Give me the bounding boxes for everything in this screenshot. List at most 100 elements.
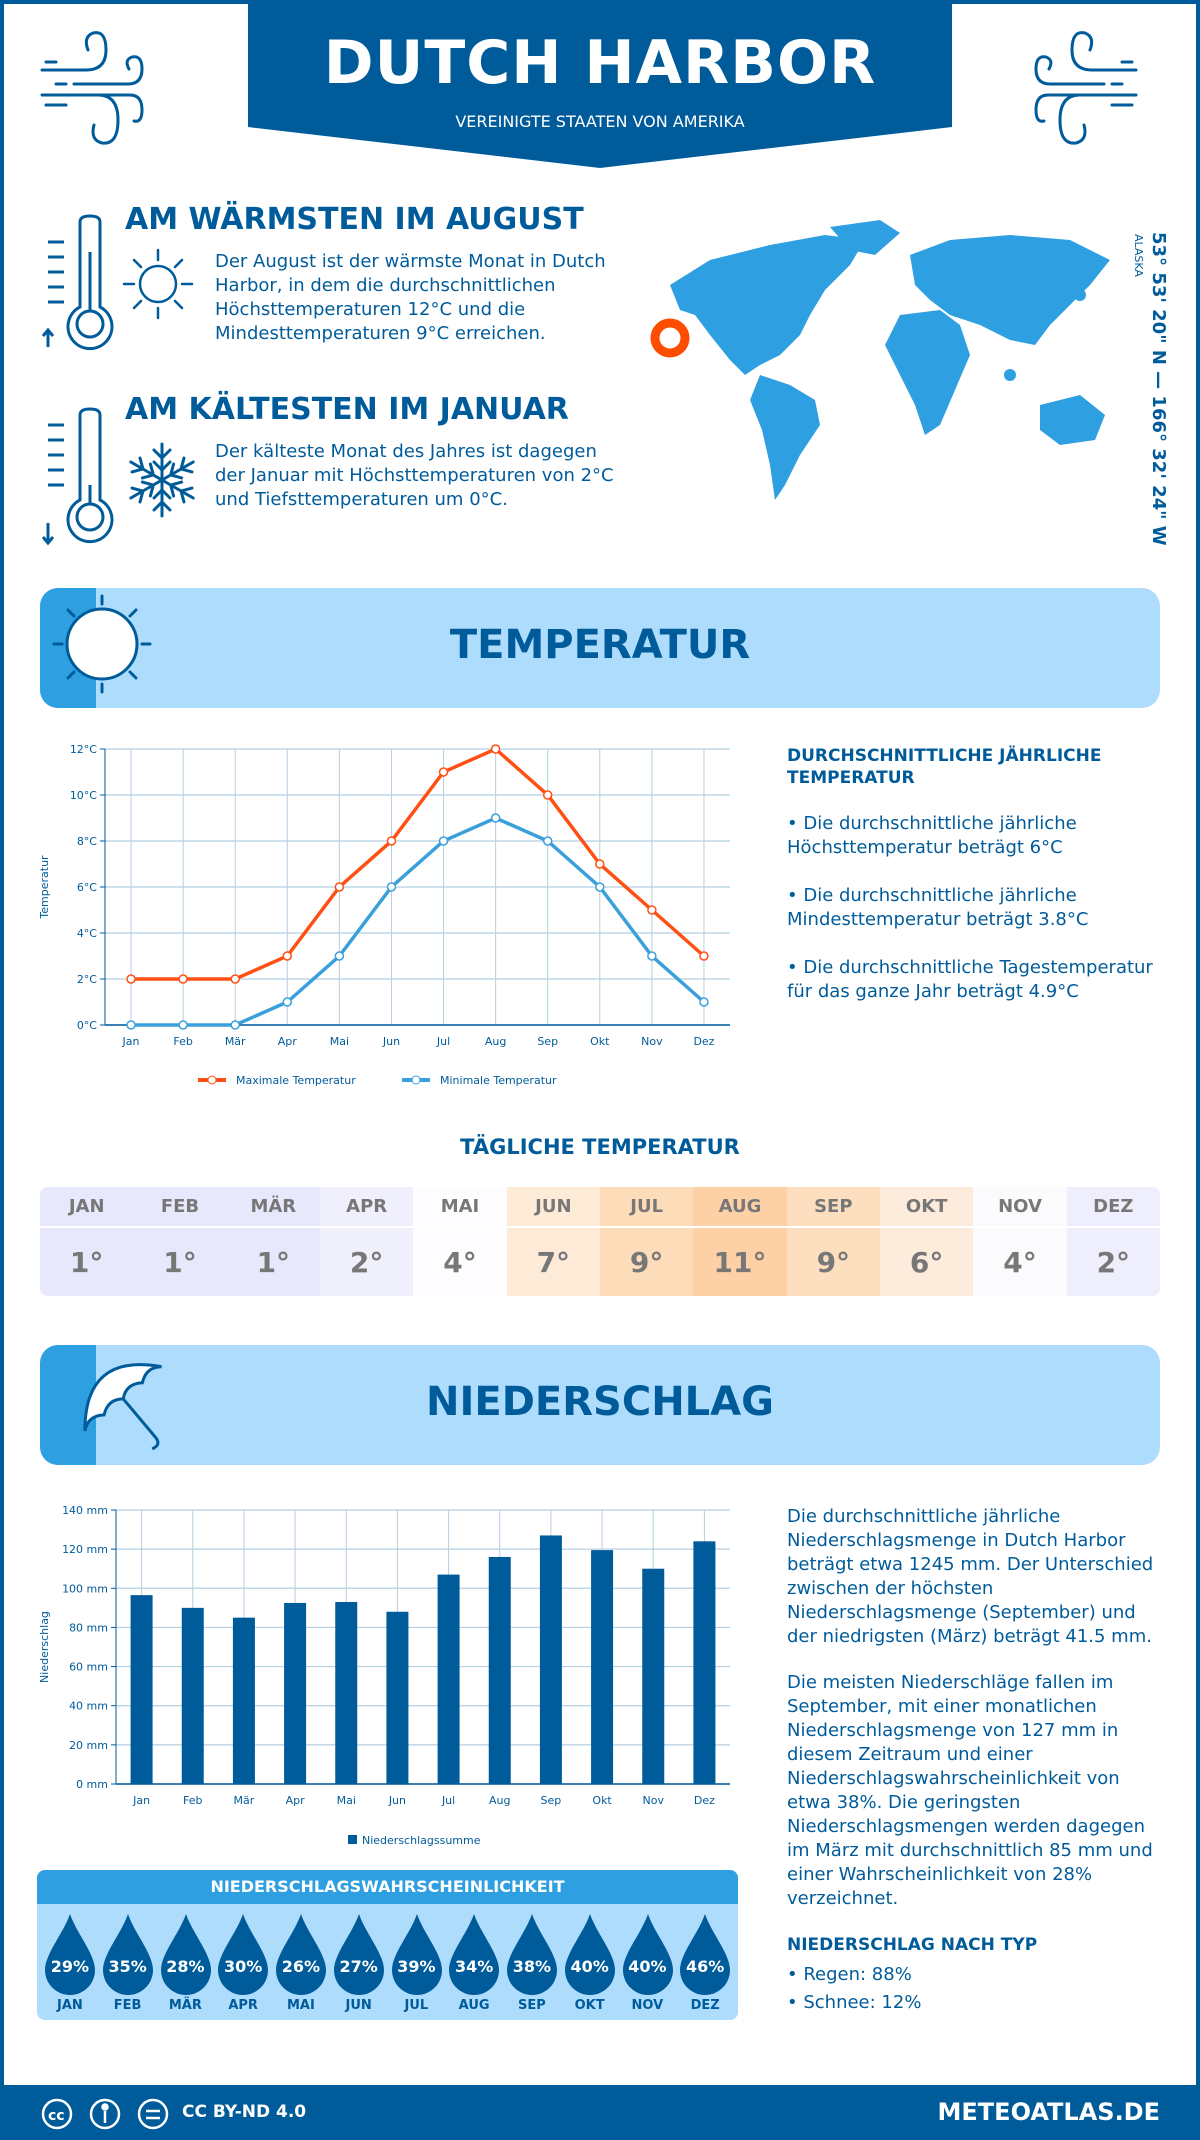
probability-drop: 28% MÄR — [157, 1904, 215, 2020]
daily-value: 2° — [349, 1245, 384, 1279]
probability-drop: 46% DEZ — [676, 1904, 734, 2020]
data-point — [282, 951, 293, 961]
bar — [437, 1574, 460, 1784]
raindrop-icon — [391, 1914, 442, 1995]
probability-value: 46% — [685, 1957, 725, 1976]
bar — [591, 1550, 614, 1784]
annual-temp-bullet: Höchsttemperatur beträgt 6°C — [787, 837, 1063, 858]
title-banner — [248, 0, 952, 168]
data-point — [334, 882, 345, 892]
precip-text-line: September, mit einer monatlichen — [787, 1696, 1097, 1717]
daily-value: 11° — [713, 1245, 767, 1279]
bar — [181, 1607, 204, 1784]
daily-temp-column: AUG 11° — [693, 1187, 787, 1296]
precip-text-line: der niedrigsten (März) beträgt 41.5 mm. — [787, 1626, 1152, 1647]
bar — [130, 1595, 153, 1784]
wind-icon-left — [40, 31, 144, 145]
bar — [386, 1611, 409, 1784]
daily-value: 1° — [69, 1245, 104, 1279]
bar — [284, 1602, 307, 1784]
data-point — [699, 951, 709, 961]
data-point — [126, 1020, 136, 1030]
x-tick-label: Nov — [643, 1794, 665, 1807]
coordinates: 53° 53' 20" N — 166° 32' 24" W — [1148, 232, 1169, 546]
annual-temp-bullet: Mindesttemperatur beträgt 3.8°C — [787, 909, 1089, 930]
warmest-text-line: Mindesttemperaturen 9°C erreichen. — [215, 323, 546, 344]
probability-month: NOV — [631, 1998, 664, 2013]
site-link[interactable]: METEOATLAS.DE — [937, 2098, 1160, 2126]
probability-drop: 34% AUG — [445, 1904, 503, 2020]
daily-month: DEZ — [1066, 1187, 1160, 1228]
probability-value: 26% — [281, 1957, 321, 1976]
probability-month: MÄR — [168, 1998, 202, 2013]
data-point — [490, 744, 501, 754]
wind-icon-right — [1034, 31, 1138, 145]
daily-value: 6° — [909, 1245, 944, 1279]
probability-value: 27% — [339, 1957, 378, 1976]
daily-value: 9° — [629, 1245, 664, 1279]
daily-month: FEB — [133, 1187, 227, 1228]
probability-value: 28% — [166, 1957, 205, 1976]
legend-marker — [207, 1075, 217, 1085]
daily-value: 2° — [1096, 1245, 1131, 1279]
data-point — [595, 882, 605, 892]
probability-value: 35% — [108, 1957, 147, 1976]
probability-value: 40% — [628, 1957, 667, 1976]
x-tick-label: Jan — [132, 1794, 150, 1807]
probability-value: 30% — [223, 1957, 263, 1976]
annual-temp-bullet: • Die durchschnittliche jährliche — [787, 813, 1077, 834]
snowflake-icon — [129, 442, 195, 518]
x-tick-label: Dez — [693, 1035, 714, 1048]
precip-text-line: diesem Zeitraum und einer — [787, 1744, 1033, 1765]
daily-month: JAN — [40, 1187, 134, 1228]
umbrella-icon — [83, 1363, 162, 1451]
x-tick-label: Feb — [173, 1035, 192, 1048]
probability-month: JUL — [404, 1998, 429, 2013]
x-tick-label: Aug — [489, 1794, 510, 1807]
raindrop-icon — [333, 1914, 384, 1995]
legend-label: Niederschlagssumme — [362, 1834, 481, 1847]
probability-value: 38% — [512, 1957, 552, 1976]
probability-drop: 39% JUL — [388, 1904, 446, 2020]
x-tick-label: Mai — [330, 1035, 349, 1048]
daily-temp-column: MÄR 1° — [226, 1187, 320, 1296]
probability-month: JAN — [56, 1998, 83, 2013]
bar — [642, 1568, 665, 1784]
daily-temp-title: TÄGLICHE TEMPERATUR — [460, 1135, 740, 1159]
y-tick-label: 40 mm — [69, 1700, 108, 1713]
raindrop-icon — [507, 1914, 557, 1995]
data-point — [386, 836, 397, 846]
probability-drop: 29% JAN — [41, 1904, 99, 2020]
probability-value: 34% — [454, 1957, 494, 1976]
daily-month: MÄR — [226, 1187, 320, 1228]
bar — [539, 1535, 562, 1784]
x-tick-label: Jun — [388, 1794, 406, 1807]
probability-month: DEZ — [690, 1998, 720, 2013]
precip-type-snow: • Schnee: 12% — [787, 1992, 922, 2013]
daily-month: APR — [320, 1187, 414, 1228]
coldest-heading: AM KÄLTESTEN IM JANUAR — [125, 392, 569, 427]
raindrop-icon — [218, 1914, 269, 1995]
x-tick-label: Jun — [382, 1035, 400, 1048]
license-label[interactable]: CC BY-ND 4.0 — [182, 2102, 307, 2122]
precip-text-line: Niederschlagsmengen werden dagegen — [787, 1816, 1145, 1837]
probability-value: 29% — [50, 1957, 90, 1976]
probability-value: 40% — [570, 1957, 609, 1976]
probability-month: FEB — [113, 1998, 142, 2013]
raindrop-icon — [276, 1914, 326, 1995]
daily-temp-column: MAI 4° — [413, 1187, 507, 1296]
x-tick-label: Sep — [537, 1035, 558, 1048]
daily-month: MAI — [413, 1187, 507, 1228]
probability-drop: 40% NOV — [619, 1904, 677, 2020]
data-point — [438, 767, 449, 777]
y-tick-label: 6°C — [77, 881, 97, 894]
x-tick-label: Apr — [286, 1794, 306, 1807]
data-point — [438, 836, 449, 846]
daily-temp-table: JAN 1° FEB 1° MÄR 1° APR 2° MAI 4° JUN 7° JUL 9° AUG 11… — [40, 1187, 1160, 1296]
sun-icon — [122, 248, 194, 320]
precip-text-line: beträgt etwa 1245 mm. Der Unterschied — [787, 1554, 1154, 1575]
precip-text-line: Die meisten Niederschläge fallen im — [787, 1672, 1114, 1693]
precip-type-rain: • Regen: 88% — [787, 1964, 912, 1985]
annual-temp-bullet: • Die durchschnittliche Tagestemperatur — [787, 957, 1153, 978]
precip-text-line: Niederschlagsmenge von 127 mm in — [787, 1720, 1119, 1741]
